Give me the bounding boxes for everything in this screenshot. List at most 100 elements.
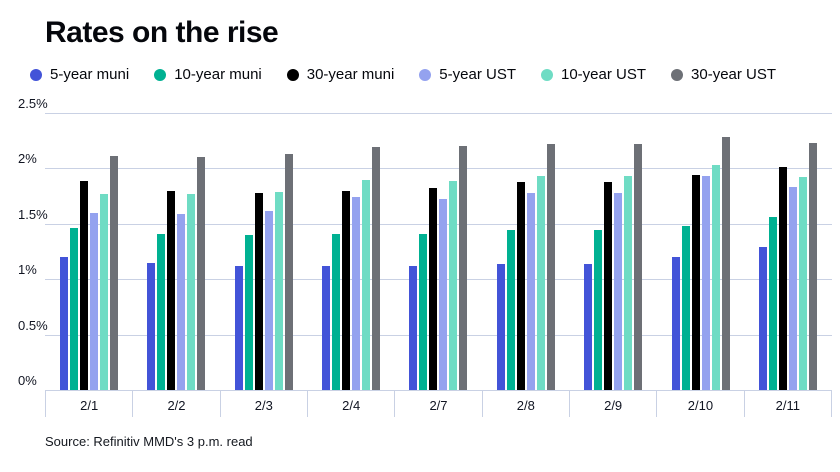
x-tick-label-2-8: 2/8: [483, 390, 570, 417]
legend-dot-5-year-muni: [30, 68, 42, 81]
bar-10-year-muni-2-2: [157, 233, 166, 390]
legend-dot-5-year-ust: [419, 68, 432, 81]
bar-10-year-muni-2-1: [69, 228, 78, 390]
bar-10-year-muni-2-11: [769, 217, 778, 390]
x-tick-label-2-3: 2/3: [221, 390, 308, 417]
gridline-2%: [45, 168, 832, 170]
legend-label: 10-year UST: [560, 66, 647, 83]
bar-10-year-muni-2-10: [681, 226, 690, 390]
bar-30-year-ust-2-9: [634, 144, 643, 390]
x-tick-label-2-10: 2/10: [657, 390, 745, 417]
bar-30-year-ust-2-8: [546, 144, 555, 390]
plot-area: 0% 0.5% 1% 1.5% 2% 2.5%: [18, 97, 832, 391]
y-tick-label: 2%: [18, 151, 37, 167]
legend-dot-30-year-muni: [286, 68, 299, 81]
y-tick-label: 2.5%: [18, 96, 48, 111]
gridline-0.5%: [45, 334, 832, 336]
bar-group-2-4: [307, 113, 394, 390]
bar-5-year-ust-2-7: [439, 199, 448, 390]
y-tick-label: 0.5%: [18, 317, 48, 333]
bar-group-2-9: [570, 113, 657, 390]
bar-10-year-ust-2-2: [187, 193, 196, 390]
x-tick-label-2-9: 2/9: [570, 390, 658, 417]
bar-5-year-ust-2-9: [614, 192, 623, 390]
bar-10-year-muni-2-3: [244, 234, 253, 390]
bar-30-year-muni-2-1: [79, 180, 88, 390]
legend-dot-10-year-muni: [154, 68, 167, 81]
bar-30-year-ust-2-10: [721, 137, 730, 390]
bar-10-year-ust-2-3: [274, 191, 283, 390]
legend-label: 30-year muni: [306, 66, 395, 83]
bar-10-year-ust-2-4: [362, 179, 371, 390]
legend-item-5-year-ust: 5-year UST: [419, 66, 516, 83]
bar-group-2-2: [132, 113, 219, 390]
bar-30-year-muni-2-10: [691, 175, 700, 390]
bar-group-2-3: [220, 113, 307, 390]
bar-5-year-muni-2-8: [496, 263, 505, 390]
legend-item-30-year-muni: 30-year muni: [286, 66, 395, 83]
legend-dot-10-year-ust: [540, 68, 553, 81]
bar-5-year-muni-2-3: [234, 265, 243, 390]
bar-5-year-muni-2-4: [322, 265, 331, 390]
bar-group-2-11: [745, 113, 832, 390]
bar-30-year-muni-2-9: [604, 181, 613, 390]
x-tick-label-2-4: 2/4: [308, 390, 396, 417]
legend-dot-30-year-ust: [671, 68, 684, 81]
bar-10-year-ust-2-10: [711, 165, 720, 390]
bar-5-year-muni-2-2: [147, 262, 156, 390]
bar-10-year-ust-2-8: [536, 176, 545, 390]
bar-groups: [45, 113, 832, 390]
bar-5-year-muni-2-11: [759, 247, 768, 390]
legend-label: 10-year muni: [174, 66, 262, 83]
bar-5-year-ust-2-4: [352, 197, 361, 390]
bar-5-year-ust-2-2: [177, 213, 186, 390]
bar-30-year-ust-2-2: [197, 157, 206, 390]
bar-5-year-muni-2-9: [584, 263, 593, 390]
x-tick-label-2-11: 2/11: [745, 390, 832, 417]
x-tick-label-2-2: 2/2: [133, 390, 221, 417]
legend-item-5-year-muni: 5-year muni: [30, 66, 129, 83]
gridline-2.5%: [45, 113, 832, 114]
bar-10-year-muni-2-8: [506, 230, 515, 390]
bar-30-year-ust-2-4: [372, 147, 381, 390]
bar-30-year-muni-2-2: [167, 190, 176, 390]
gridline-0%: [45, 390, 832, 391]
bar-30-year-muni-2-4: [342, 190, 351, 390]
bar-5-year-ust-2-11: [789, 187, 798, 390]
chart-legend: 5-year muni 10-year muni 30-year muni 5-yea…: [30, 66, 776, 83]
bar-5-year-muni-2-1: [59, 257, 68, 390]
x-tick-label-2-1: 2/1: [45, 390, 134, 417]
bar-10-year-ust-2-1: [99, 193, 108, 390]
bar-30-year-muni-2-11: [779, 167, 788, 390]
bar-5-year-ust-2-10: [701, 176, 710, 390]
bar-group-2-10: [657, 113, 744, 390]
bar-5-year-ust-2-3: [264, 210, 273, 390]
bar-30-year-ust-2-11: [809, 142, 818, 390]
bar-30-year-muni-2-7: [429, 188, 438, 390]
legend-item-10-year-muni: 10-year muni: [154, 66, 262, 83]
bar-10-year-ust-2-7: [449, 180, 458, 390]
x-tick-label-2-7: 2/7: [395, 390, 483, 417]
legend-label: 5-year UST: [439, 66, 516, 83]
bar-group-2-7: [395, 113, 482, 390]
bar-10-year-ust-2-11: [799, 177, 808, 390]
bar-30-year-ust-2-1: [109, 156, 118, 390]
bar-30-year-ust-2-3: [284, 154, 293, 390]
gridline-1%: [45, 279, 832, 281]
bar-30-year-muni-2-3: [254, 192, 263, 390]
bar-group-2-8: [482, 113, 569, 390]
bar-10-year-ust-2-9: [624, 176, 633, 390]
legend-label: 5-year muni: [50, 66, 130, 83]
bar-5-year-ust-2-1: [89, 212, 98, 390]
bar-30-year-muni-2-8: [516, 181, 525, 390]
y-tick-label: 0%: [18, 373, 37, 388]
bar-10-year-muni-2-7: [419, 233, 428, 390]
legend-item-10-year-ust: 10-year UST: [540, 66, 647, 83]
bar-30-year-ust-2-7: [459, 146, 468, 390]
legend-label: 30-year UST: [691, 66, 777, 83]
y-tick-label: 1%: [18, 262, 37, 278]
bar-5-year-muni-2-10: [671, 257, 680, 390]
y-tick-label: 1.5%: [18, 206, 48, 222]
bar-5-year-muni-2-7: [409, 265, 418, 390]
